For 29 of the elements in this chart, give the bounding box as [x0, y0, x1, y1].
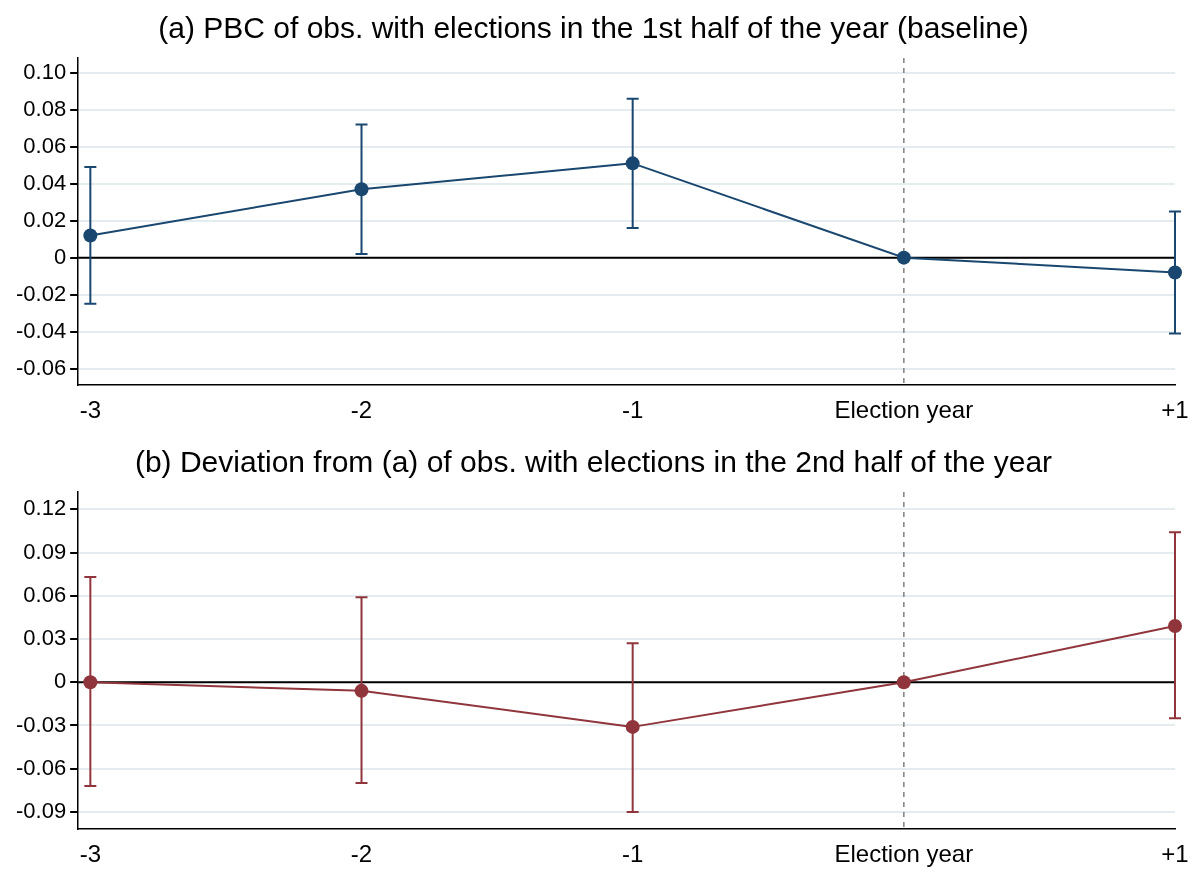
- x-tick-label: -1: [622, 396, 644, 424]
- y-tick-label: 0.04: [23, 169, 67, 195]
- y-tick-label: 0.12: [23, 495, 67, 521]
- y-tick-label: -0.04: [15, 317, 67, 343]
- y-tick-label: 0: [53, 668, 67, 694]
- x-tick-label: -2: [350, 840, 373, 868]
- y-tick-label: 0.03: [23, 625, 67, 651]
- y-tick-label: -0.09: [15, 797, 67, 823]
- x-tick-label: +1: [1161, 840, 1189, 868]
- x-tick-label: -1: [622, 840, 644, 868]
- y-tick-label: -0.03: [15, 711, 67, 737]
- y-tick-label: 0.02: [23, 206, 67, 232]
- y-tick-label: 0: [53, 243, 67, 269]
- x-tick-label: +1: [1161, 396, 1189, 424]
- y-tick-label: 0.09: [23, 538, 67, 564]
- y-tick-label: 0.08: [23, 95, 67, 121]
- x-tick-label: Election year: [834, 840, 974, 868]
- chart-title: (b) Deviation from (a) of obs. with elections in the 2nd half of the year: [134, 445, 1053, 479]
- chart-title: (a) PBC of obs. with elections in the 1st half of the year (baseline): [158, 11, 1029, 45]
- x-tick-label: -3: [79, 840, 102, 868]
- y-tick-label: -0.02: [15, 280, 67, 306]
- x-tick-label: -2: [350, 396, 373, 424]
- y-tick-label: 0.06: [23, 581, 67, 607]
- x-tick-label: Election year: [834, 396, 974, 424]
- y-tick-label: 0.10: [23, 58, 67, 84]
- x-tick-label: -3: [79, 396, 102, 424]
- y-tick-label: 0.06: [23, 132, 67, 158]
- y-tick-label: -0.06: [15, 754, 67, 780]
- y-tick-label: -0.06: [15, 354, 67, 380]
